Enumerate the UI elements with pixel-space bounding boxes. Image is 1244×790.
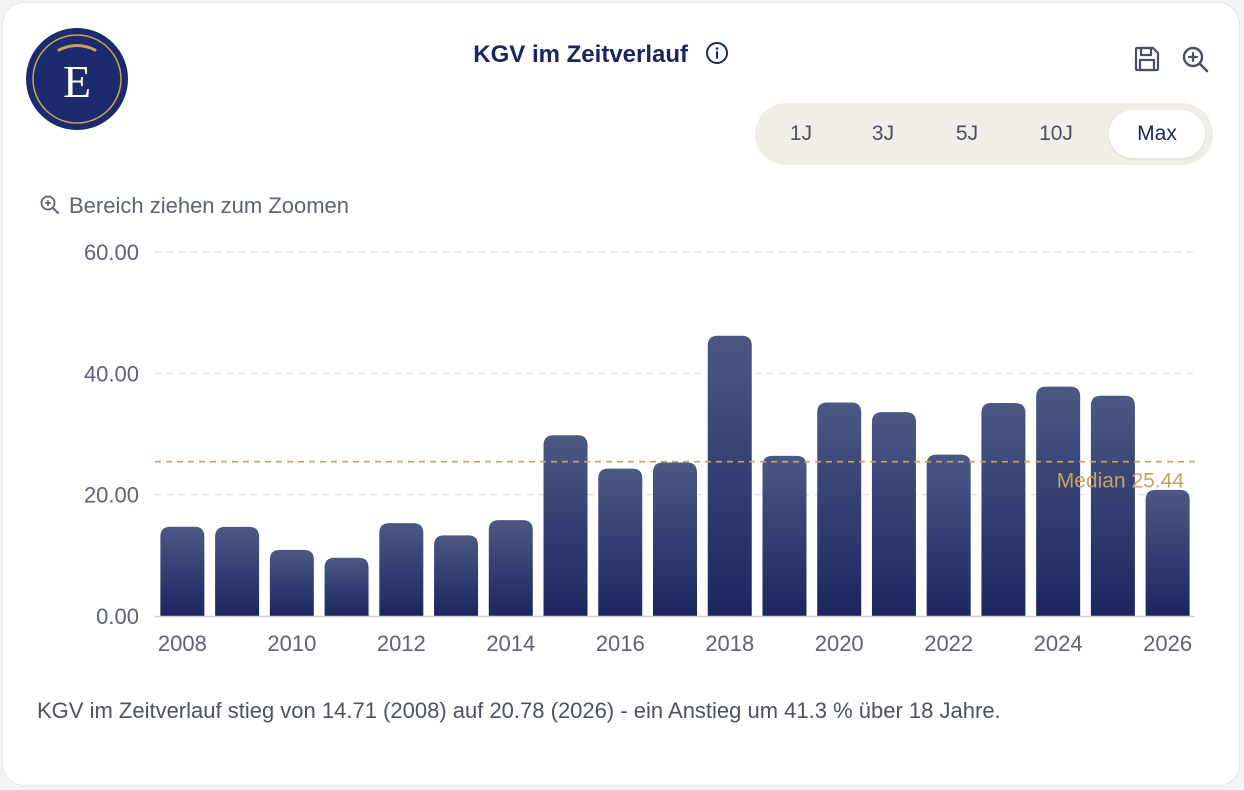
bar-2015[interactable] [543,435,588,616]
y-tick-label: 20.00 [84,483,139,508]
x-tick-label: 2018 [705,631,754,656]
info-icon[interactable] [705,41,729,65]
x-tick-label: 2026 [1143,631,1192,656]
bar-2008[interactable] [160,526,205,616]
period-5j-button[interactable]: 5J [955,122,979,145]
median-label: Median 25.44 [1057,470,1185,493]
chart-title: KGV im Zeitverlauf [473,41,689,68]
bar-2022[interactable] [926,454,971,616]
bar-2019[interactable] [762,455,807,616]
x-tick-label: 2012 [377,631,426,656]
x-tick-label: 2022 [924,631,973,656]
bar-2023[interactable] [981,403,1026,616]
period-3j-button[interactable]: 3J [871,122,895,145]
zoom-hint: Bereich ziehen zum Zoomen [39,193,349,219]
bar-2014[interactable] [488,520,533,616]
bar-2017[interactable] [653,462,697,616]
x-tick-label: 2014 [486,631,535,656]
bar-2013[interactable] [434,535,479,616]
bar-2016[interactable] [598,468,643,616]
bar-2010[interactable] [269,549,314,616]
x-tick-label: 2024 [1034,631,1083,656]
bar-2012[interactable] [379,523,424,616]
zoom-hint-icon [40,195,59,214]
zoom-hint-text: Bereich ziehen zum Zoomen [69,193,350,218]
bar-2025[interactable] [1090,395,1135,616]
x-tick-label: 2016 [596,631,645,656]
bar-2018[interactable] [707,335,752,616]
zoom-in-icon[interactable] [1179,43,1211,75]
period-max-button[interactable]: Max [1109,110,1205,158]
chart-title-row: KGV im Zeitverlauf [3,41,1199,69]
y-tick-label: 60.00 [84,240,139,265]
period-10j-button[interactable]: 10J [1039,122,1073,145]
save-icon[interactable] [1131,43,1163,75]
bar-chart[interactable]: Median 25.44 0.00 20.00 40.00 60.00 2008 2010… [3,3,1241,693]
bar-2024[interactable] [1036,386,1081,616]
period-1j-button[interactable]: 1J [789,122,813,145]
y-tick-label: 0.00 [96,604,139,629]
logo-letter: E [63,56,91,107]
bar-2026[interactable] [1145,489,1190,616]
bar-2009[interactable] [215,526,260,616]
logo: E [26,28,128,130]
x-tick-label: 2010 [267,631,316,656]
bar-2021[interactable] [871,412,916,616]
chart-summary: KGV im Zeitverlauf stieg von 14.71 (2008… [37,698,1001,723]
bar-2020[interactable] [817,402,862,616]
y-tick-label: 40.00 [84,361,139,386]
period-selector: 1J 3J 5J 10J Max [755,103,1213,165]
x-tick-label: 2020 [815,631,864,656]
x-tick-label: 2008 [158,631,207,656]
bar-2011[interactable] [324,557,369,616]
